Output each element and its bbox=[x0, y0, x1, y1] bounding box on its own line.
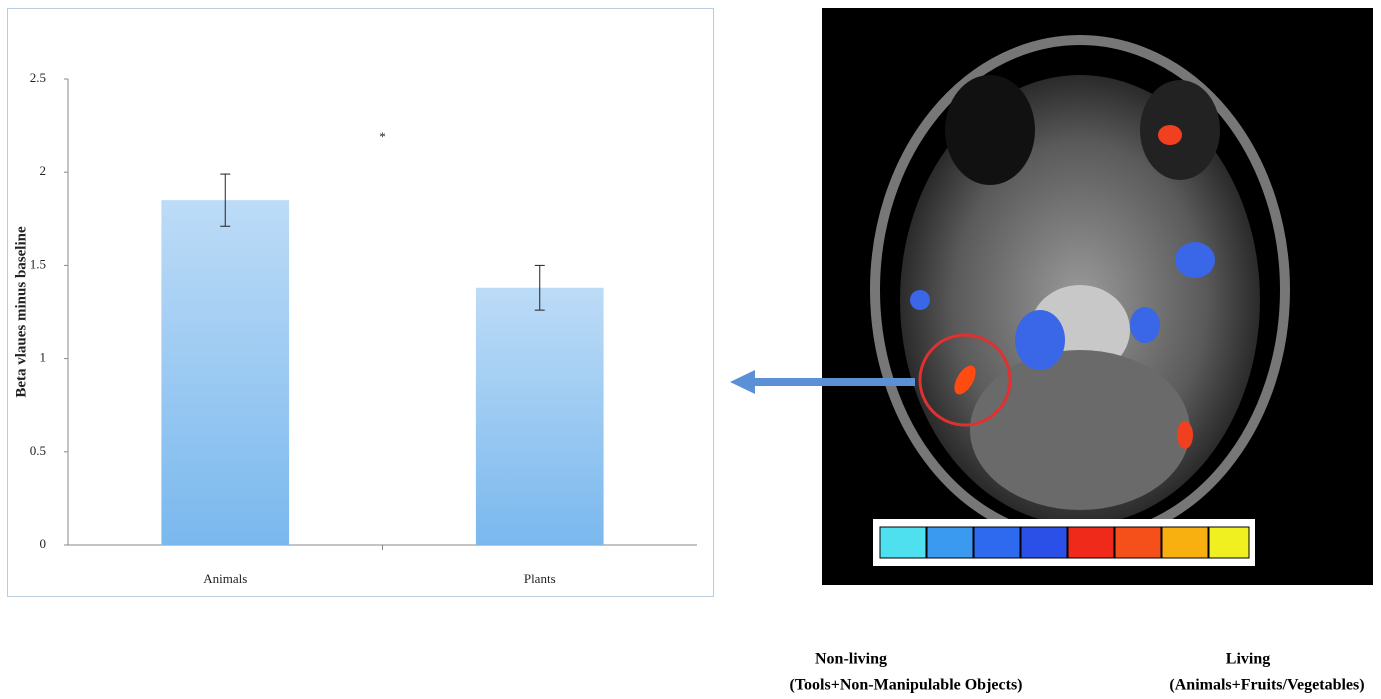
brain-panel bbox=[822, 8, 1373, 585]
y-axis-label: Beta vlaues minus baseline bbox=[13, 226, 29, 398]
annotation: * bbox=[379, 129, 386, 144]
bar bbox=[476, 288, 604, 545]
activation bbox=[1177, 421, 1193, 449]
legend-detail: (Animals+Fruits/Vegetables) bbox=[1169, 677, 1364, 694]
legend-label: Non-living bbox=[815, 651, 887, 668]
orbit bbox=[945, 75, 1035, 185]
cerebellum bbox=[970, 350, 1190, 510]
colorbar-cell bbox=[1115, 527, 1161, 558]
activation bbox=[1130, 307, 1160, 343]
activation bbox=[910, 290, 930, 310]
colorbar-cell bbox=[927, 527, 973, 558]
chart-frame bbox=[8, 9, 714, 597]
activation bbox=[1175, 242, 1215, 278]
bar bbox=[161, 200, 289, 545]
x-tick-label: Animals bbox=[203, 571, 247, 586]
page: 0 0.5 1 1.5 2 2.5 Animals Plants * Beta vlaues m… bbox=[0, 0, 1381, 699]
y-tick-label: 2 bbox=[40, 163, 47, 178]
colorbar-cell bbox=[974, 527, 1020, 558]
y-tick-label: 0 bbox=[40, 536, 47, 551]
y-tick-label: 1 bbox=[40, 350, 47, 365]
y-tick-label: 1.5 bbox=[30, 256, 46, 271]
y-tick-label: 2.5 bbox=[30, 70, 46, 85]
colorbar-cell bbox=[1068, 527, 1114, 558]
activation bbox=[1158, 125, 1182, 145]
activation bbox=[1015, 310, 1065, 370]
colorbar-cell bbox=[880, 527, 926, 558]
figure: 0 0.5 1 1.5 2 2.5 Animals Plants * Beta vlaues m… bbox=[0, 0, 1381, 694]
x-tick-label: Plants bbox=[524, 571, 556, 586]
arrow-head bbox=[730, 370, 755, 394]
colorbar-cell bbox=[1209, 527, 1249, 558]
colorbar-cell bbox=[1162, 527, 1208, 558]
legend-detail: (Tools+Non-Manipulable Objects) bbox=[790, 677, 1023, 694]
colorbar-cell bbox=[1021, 527, 1067, 558]
y-tick-label: 0.5 bbox=[30, 443, 46, 458]
legend-label: Living bbox=[1226, 651, 1270, 668]
colorbar bbox=[880, 527, 1249, 558]
